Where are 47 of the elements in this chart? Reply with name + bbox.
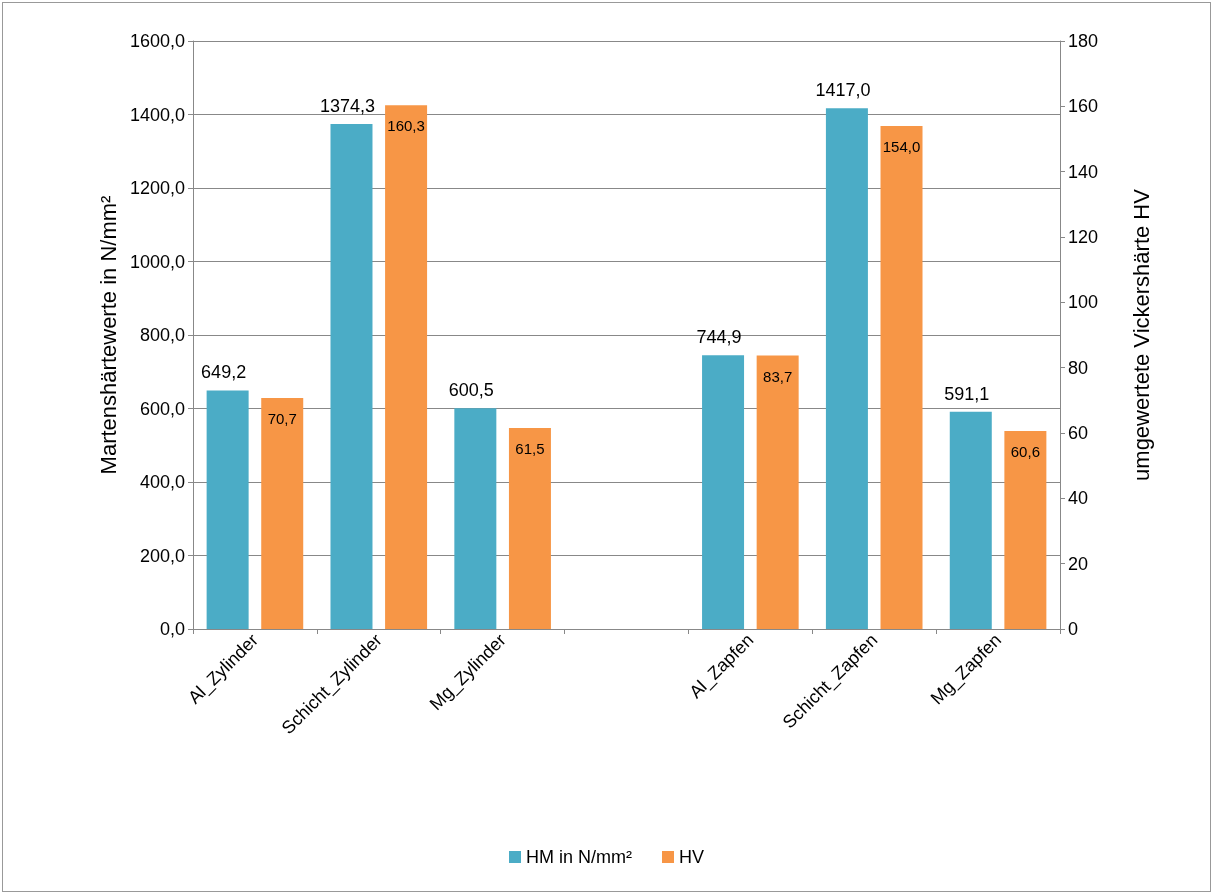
- bar: [206, 390, 249, 629]
- y2-tick-label: 100: [1068, 292, 1099, 313]
- y2-tick-label: 40: [1068, 488, 1089, 509]
- bar: [702, 355, 745, 629]
- data-label: 744,9: [696, 327, 742, 348]
- bar: [756, 355, 799, 629]
- legend-label: HV: [678, 847, 705, 867]
- y-tick-label: 0,0: [159, 619, 185, 639]
- data-label: 60,6: [1010, 443, 1040, 461]
- bar: [880, 125, 923, 629]
- bar: [385, 105, 428, 629]
- y2-tick-label: 80: [1068, 357, 1089, 378]
- bar: [330, 123, 373, 629]
- bar: [261, 398, 304, 629]
- data-label: 83,7: [763, 367, 793, 385]
- y-tick-label: 200,0: [139, 545, 185, 566]
- legend-label: HM in N/mm²: [526, 847, 632, 867]
- bar: [825, 108, 868, 629]
- data-label: 160,3: [387, 117, 425, 135]
- bar: [454, 408, 497, 629]
- data-label: 1374,3: [319, 95, 376, 116]
- y2-tick-label: 20: [1068, 553, 1089, 574]
- y-axis-title: Martenshärtewerte in N/mm²: [95, 195, 121, 475]
- y-tick-label: 1200,0: [129, 178, 185, 198]
- y-tick-label: 800,0: [139, 325, 185, 345]
- y2-tick-label: 120: [1068, 227, 1099, 247]
- y2-axis-title: umgewertete Vickershärte HV: [1128, 188, 1154, 481]
- y2-tick-label: 160: [1068, 96, 1099, 117]
- y-tick-label: 400,0: [139, 472, 185, 492]
- data-label: 70,7: [267, 410, 297, 428]
- y2-tick-label: 140: [1068, 161, 1099, 182]
- y-tick-label: 1400,0: [129, 104, 185, 125]
- data-label: 154,0: [882, 137, 921, 155]
- data-label: 591,1: [944, 383, 990, 404]
- bar: [949, 411, 992, 629]
- y2-tick-label: 60: [1068, 423, 1089, 443]
- y2-tick-label: 180: [1068, 31, 1099, 51]
- data-label: 649,2: [201, 362, 247, 383]
- bar: [1004, 431, 1047, 629]
- y-tick-label: 1600,0: [129, 31, 185, 51]
- bar: [508, 428, 551, 629]
- y-tick-label: 1000,0: [129, 251, 185, 272]
- data-label: 600,5: [448, 380, 494, 401]
- y-tick-label: 600,0: [139, 398, 185, 419]
- data-label: 1417,0: [815, 80, 871, 101]
- data-label: 61,5: [515, 440, 545, 458]
- y2-tick-label: 0: [1068, 619, 1079, 639]
